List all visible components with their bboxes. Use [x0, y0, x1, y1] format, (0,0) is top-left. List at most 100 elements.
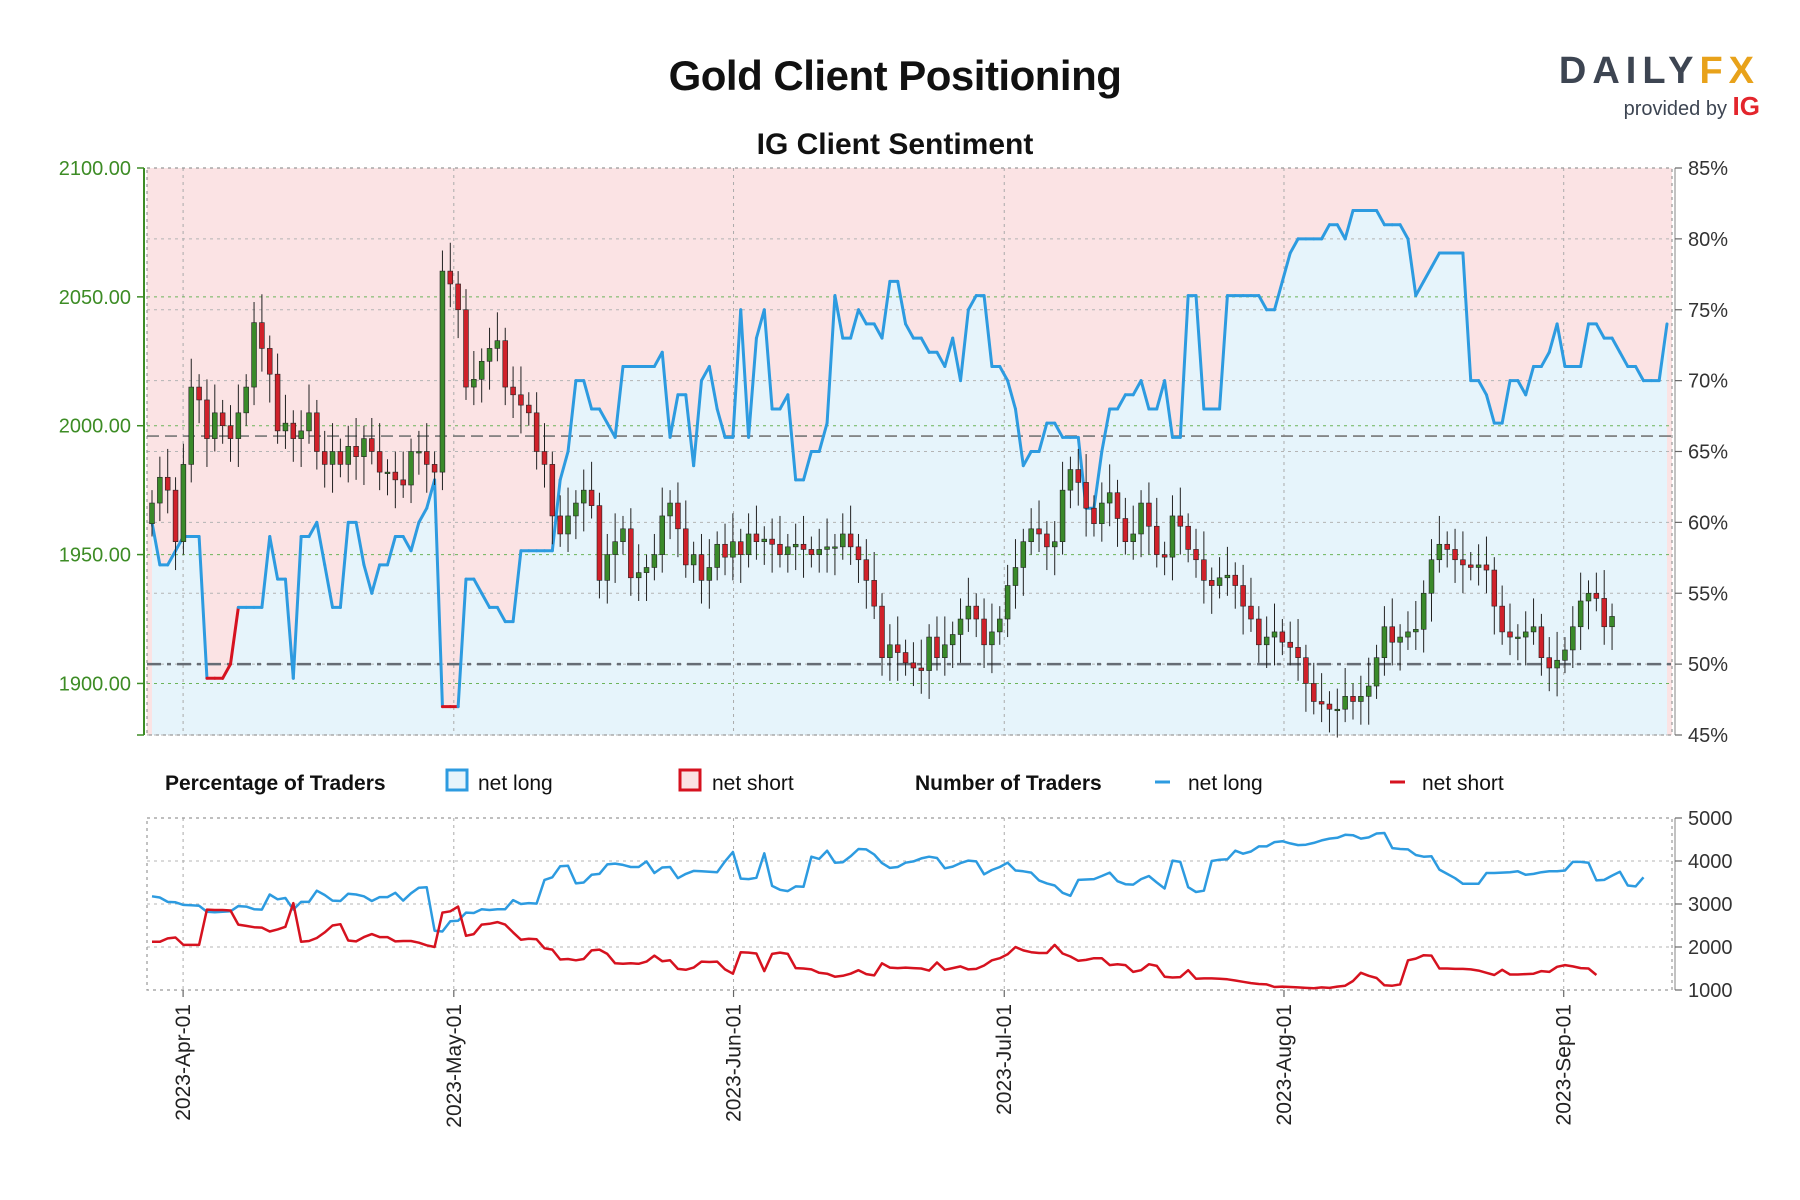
candle-body	[1554, 659, 1560, 669]
sentiment-line-segment	[715, 407, 727, 439]
sentiment-line-segment	[966, 294, 978, 312]
candle-body	[1365, 685, 1372, 697]
candle-body	[1546, 657, 1552, 669]
candle-body	[251, 322, 257, 388]
legend-num-short-label: net short	[1422, 772, 1504, 795]
right-axis-tick-label: 80%	[1688, 229, 1728, 251]
sentiment-line-segment	[943, 336, 955, 368]
chart-title: Gold Client Positioning	[668, 52, 1122, 99]
candle-body	[887, 644, 893, 658]
candle-body	[1452, 549, 1458, 561]
sentiment-line-segment	[1178, 294, 1190, 439]
candle-body	[157, 476, 163, 504]
candle-body	[1475, 564, 1482, 568]
left-axis-tick-label: 1950.00	[59, 545, 131, 567]
candle-body	[392, 471, 399, 481]
candle-body	[541, 451, 548, 465]
candle-body	[918, 667, 925, 671]
lower-right-axis-tick-label: 5000	[1688, 808, 1733, 830]
candle-body	[1279, 631, 1286, 643]
candle-body	[447, 270, 454, 285]
candle-body	[1091, 507, 1097, 524]
candle-body	[1593, 592, 1600, 599]
candle-body	[1216, 577, 1223, 586]
sentiment-line-segment	[385, 535, 397, 567]
candle-body	[863, 559, 870, 581]
candle-body	[1397, 636, 1403, 643]
candle-body	[1154, 525, 1160, 555]
candle-body	[902, 652, 909, 664]
candle-body	[1224, 574, 1231, 579]
sentiment-line-segment	[605, 421, 617, 439]
sentiment-line-segment	[1092, 450, 1104, 510]
brand-name: DAILYFX	[1540, 50, 1760, 93]
candle-body	[1491, 569, 1498, 607]
candle-body	[1515, 636, 1521, 639]
candle-body	[1012, 567, 1019, 586]
x-axis-tick-label: 2023-Apr-01	[172, 1004, 195, 1121]
candle-body	[1420, 592, 1427, 630]
ig-logo: IG	[1732, 91, 1760, 121]
candle-body	[1381, 626, 1388, 658]
candle-body	[926, 636, 932, 671]
lower-right-axis-tick-label: 3000	[1688, 894, 1733, 916]
sentiment-line-segment	[283, 577, 295, 680]
candle-body	[1146, 502, 1152, 527]
candle-body	[314, 412, 320, 452]
candle-body	[204, 399, 210, 439]
candle-body	[565, 515, 571, 535]
sentiment-line-segment	[1547, 322, 1559, 354]
candle-body	[1256, 618, 1262, 646]
candle-body	[989, 631, 995, 646]
candle-body	[259, 322, 265, 349]
candle-body	[1350, 696, 1356, 702]
sentiment-line-segment	[1100, 407, 1112, 453]
sentiment-line-segment	[951, 336, 963, 383]
left-axis-tick-label: 1900.00	[59, 673, 131, 695]
sentiment-line-segment	[1116, 393, 1127, 411]
candle-body	[612, 541, 618, 555]
candle-body	[957, 618, 964, 635]
candle-body	[1232, 574, 1238, 586]
sentiment-line-segment	[1414, 279, 1426, 298]
sentiment-line-segment	[1500, 379, 1512, 425]
candle-body	[808, 549, 815, 555]
sentiment-line-segment	[1477, 379, 1488, 397]
sentiment-line-segment	[362, 563, 374, 595]
candle-body	[1130, 533, 1136, 543]
sentiment-line-segment	[1343, 209, 1355, 241]
right-axis-tick-label: 55%	[1688, 583, 1728, 605]
candle-body	[455, 283, 461, 311]
candle-body	[1428, 559, 1435, 594]
candle-body	[400, 479, 406, 486]
sentiment-line-segment	[221, 662, 232, 680]
sentiment-line-segment	[495, 605, 507, 624]
right-axis-tick-label: 50%	[1688, 654, 1728, 676]
sentiment-line-segment	[456, 577, 468, 709]
left-axis-tick-label: 2100.00	[59, 158, 131, 180]
sentiment-line-segment	[731, 308, 743, 439]
candle-body	[408, 451, 414, 486]
sentiment-line-segment	[511, 549, 523, 624]
lower-plot-frame	[146, 817, 1673, 991]
candle-body	[573, 502, 579, 517]
sentiment-line-segment	[1516, 379, 1528, 397]
candle-body	[1201, 559, 1207, 581]
candle-body	[965, 605, 972, 620]
candle-body	[243, 386, 249, 414]
sentiment-line-segment	[1657, 322, 1669, 383]
candle-body	[518, 394, 524, 406]
candle-body	[1468, 564, 1474, 568]
sentiment-line-segment	[1013, 407, 1025, 468]
candle-body	[1138, 502, 1144, 535]
candle-body	[1318, 701, 1325, 705]
sentiment-line-segment	[786, 393, 798, 482]
sentiment-line-segment	[707, 364, 719, 411]
sentiment-line-segment	[825, 294, 837, 425]
sentiment-line-segment	[817, 421, 829, 453]
legend-pct-short-label: net short	[712, 772, 794, 795]
sentiment-line-segment	[480, 591, 492, 609]
candle-body	[1295, 647, 1301, 658]
sentiment-line-segment	[1422, 265, 1434, 283]
sentiment-line-segment	[550, 478, 562, 553]
